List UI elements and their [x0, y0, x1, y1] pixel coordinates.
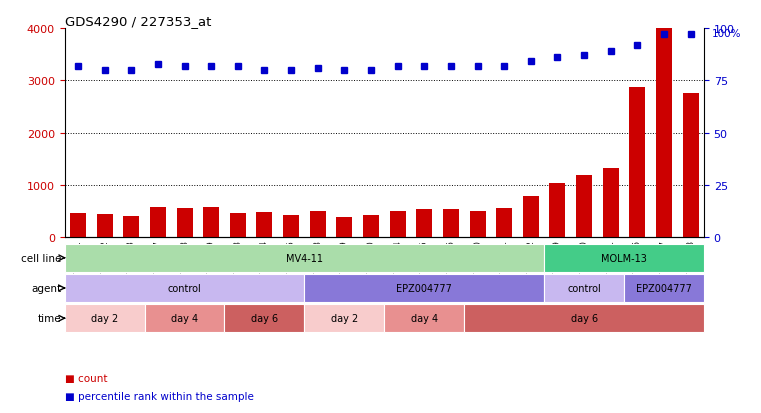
Bar: [65, 244, 544, 272]
Bar: [390, 211, 406, 238]
Text: day 2: day 2: [91, 313, 118, 323]
Bar: [304, 274, 544, 302]
Text: day 2: day 2: [331, 313, 358, 323]
Bar: [384, 304, 464, 332]
Text: EPZ004777: EPZ004777: [636, 283, 692, 293]
Bar: [65, 304, 145, 332]
Bar: [470, 211, 486, 238]
Text: day 4: day 4: [171, 313, 198, 323]
Text: day 6: day 6: [251, 313, 278, 323]
Bar: [336, 217, 352, 238]
Bar: [549, 183, 565, 238]
Bar: [150, 208, 166, 238]
Bar: [656, 29, 672, 238]
Bar: [70, 214, 86, 238]
Bar: [256, 212, 272, 238]
Bar: [523, 197, 539, 238]
Bar: [310, 212, 326, 238]
Bar: [363, 216, 379, 238]
Text: GDS4290 / 227353_at: GDS4290 / 227353_at: [65, 15, 211, 28]
Bar: [283, 216, 299, 238]
Bar: [203, 207, 219, 238]
Text: ■ percentile rank within the sample: ■ percentile rank within the sample: [65, 391, 253, 401]
Bar: [496, 208, 512, 238]
Bar: [629, 88, 645, 238]
Bar: [177, 209, 193, 238]
Bar: [576, 176, 592, 238]
Bar: [304, 304, 384, 332]
Bar: [123, 216, 139, 238]
Bar: [683, 94, 699, 238]
Text: 100%: 100%: [712, 29, 741, 39]
Text: agent: agent: [31, 283, 62, 293]
Text: day 4: day 4: [411, 313, 438, 323]
Bar: [544, 274, 624, 302]
Text: ■ count: ■ count: [65, 373, 107, 383]
Text: day 6: day 6: [571, 313, 597, 323]
Bar: [624, 274, 704, 302]
Bar: [544, 244, 704, 272]
Text: MOLM-13: MOLM-13: [601, 253, 647, 263]
Bar: [416, 210, 432, 238]
Bar: [230, 214, 246, 238]
Text: MV4-11: MV4-11: [286, 253, 323, 263]
Text: control: control: [567, 283, 601, 293]
Bar: [443, 209, 459, 238]
Text: EPZ004777: EPZ004777: [396, 283, 452, 293]
Text: cell line: cell line: [21, 253, 62, 263]
Bar: [464, 304, 704, 332]
Bar: [224, 304, 304, 332]
Text: time: time: [38, 313, 62, 323]
Bar: [97, 215, 113, 238]
Text: control: control: [167, 283, 202, 293]
Bar: [65, 274, 304, 302]
Bar: [603, 169, 619, 238]
Bar: [145, 304, 224, 332]
